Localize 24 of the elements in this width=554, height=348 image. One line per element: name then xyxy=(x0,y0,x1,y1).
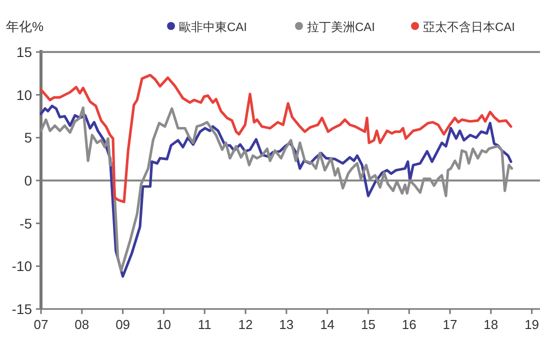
legend-label: 歐非中東CAI xyxy=(179,20,248,34)
y-tick-label: 5 xyxy=(24,130,32,146)
x-tick-label: 10 xyxy=(156,317,171,332)
x-tick-label: 12 xyxy=(238,317,253,332)
x-tick-label: 17 xyxy=(442,317,458,332)
y-tick-label: -5 xyxy=(20,215,32,232)
x-tick-label: 18 xyxy=(484,317,498,332)
x-tick-label: 16 xyxy=(402,317,416,332)
legend-label: 拉丁美洲CAI xyxy=(307,20,376,34)
y-axis-title: 年化% xyxy=(6,19,44,34)
y-tick-label: -15 xyxy=(12,301,32,317)
y-tick-label: 0 xyxy=(24,172,32,188)
x-tick-label: 14 xyxy=(320,317,335,332)
y-tick-label: 15 xyxy=(16,44,32,60)
x-tick-label: 09 xyxy=(116,317,130,332)
x-tick-label: 11 xyxy=(198,317,212,332)
y-tick-label: -10 xyxy=(12,258,32,274)
x-tick-label: 13 xyxy=(279,317,294,332)
x-tick-label: 15 xyxy=(360,317,376,332)
x-tick-label: 07 xyxy=(34,317,48,332)
x-tick-label: 19 xyxy=(524,317,540,332)
y-tick-label: 10 xyxy=(16,86,32,103)
legend-label: 亞太不含日本CAI xyxy=(423,20,516,34)
x-tick-label: 08 xyxy=(74,317,90,332)
